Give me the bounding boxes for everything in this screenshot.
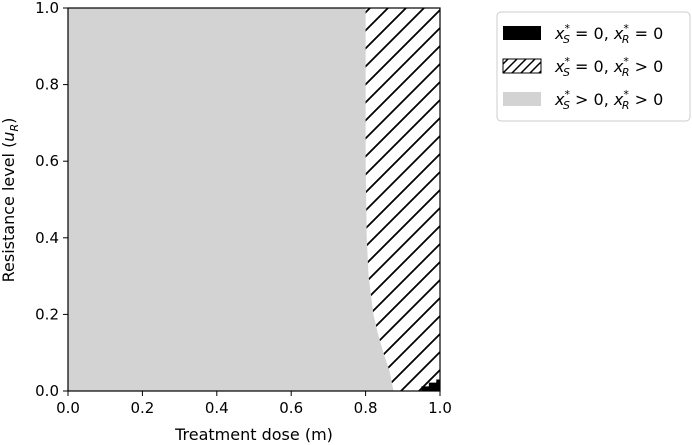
x-tick-label: 0.2 bbox=[130, 399, 154, 417]
coexistence-region bbox=[68, 8, 394, 391]
x-tick-label: 0.0 bbox=[56, 399, 80, 417]
legend-label-extinction: x* S = 0, x* R = 0 bbox=[554, 22, 663, 46]
y-axis-ticks: 0.0 0.2 0.4 0.6 0.8 1.0 bbox=[35, 0, 68, 400]
legend-swatch-resistant_only bbox=[502, 58, 542, 74]
legend: x* S = 0, x* R = 0 x* S = 0, x* R > 0 x* S > 0,… bbox=[496, 11, 691, 122]
y-axis-title: Resistance level (uR) bbox=[0, 118, 21, 283]
y-tick-label: 1.0 bbox=[35, 0, 59, 17]
y-tick-label: 0.4 bbox=[35, 229, 59, 247]
plot-frame bbox=[67, 7, 441, 392]
legend-swatch-coexistence bbox=[503, 92, 541, 106]
y-tick-label: 0.6 bbox=[35, 152, 59, 170]
x-axis-ticks: 0.0 0.2 0.4 0.6 0.8 1.0 bbox=[56, 391, 452, 417]
legend-box bbox=[496, 11, 691, 122]
x-tick-label: 0.8 bbox=[354, 399, 378, 417]
y-tick-label: 0.2 bbox=[35, 305, 59, 323]
y-tick-label: 0.8 bbox=[35, 76, 59, 94]
x-axis-title: Treatment dose (m) bbox=[174, 425, 333, 444]
legend-label-coexistence: x* S > 0, x* R > 0 bbox=[554, 88, 663, 112]
legend-label-resistant_only: x* S = 0, x* R > 0 bbox=[554, 55, 663, 79]
y-tick-label: 0.0 bbox=[35, 382, 59, 400]
x-tick-label: 0.6 bbox=[279, 399, 303, 417]
x-tick-label: 0.4 bbox=[205, 399, 229, 417]
x-tick-label: 1.0 bbox=[428, 399, 452, 417]
extinction-region bbox=[413, 378, 440, 391]
legend-swatch-extinction bbox=[503, 26, 541, 40]
